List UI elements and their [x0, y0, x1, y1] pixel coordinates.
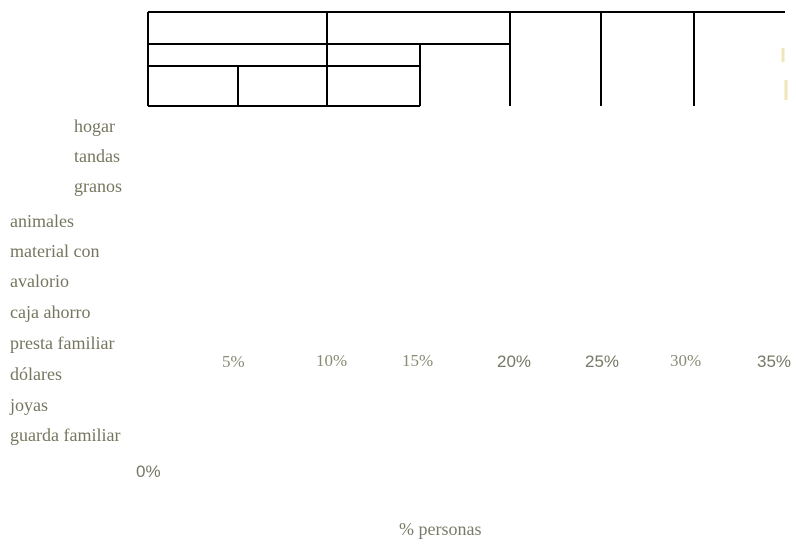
category-label: material con	[10, 241, 100, 261]
x-tick-label: 20%	[497, 352, 532, 371]
category-label: guarda familiar	[10, 425, 121, 445]
category-label: joyas	[10, 395, 48, 415]
category-label: hogar	[74, 116, 115, 136]
x-axis-title: % personas	[399, 519, 482, 539]
x-tick-label-zero: 0%	[136, 462, 161, 481]
x-tick-label: 10%	[316, 351, 348, 370]
x-tick-label: 5%	[222, 352, 245, 371]
category-label: avalorio	[10, 271, 69, 291]
category-label: presta familiar	[10, 333, 115, 353]
category-label: caja ahorro	[10, 302, 91, 322]
x-tick-label: 35%	[757, 352, 792, 371]
category-label: tandas	[74, 146, 120, 166]
category-label: granos	[74, 176, 122, 196]
x-tick-label: 25%	[585, 352, 620, 371]
x-tick-label: 15%	[402, 351, 434, 370]
category-label: dólares	[10, 364, 62, 384]
category-label: animales	[10, 211, 74, 231]
x-tick-label: 30%	[670, 351, 702, 370]
